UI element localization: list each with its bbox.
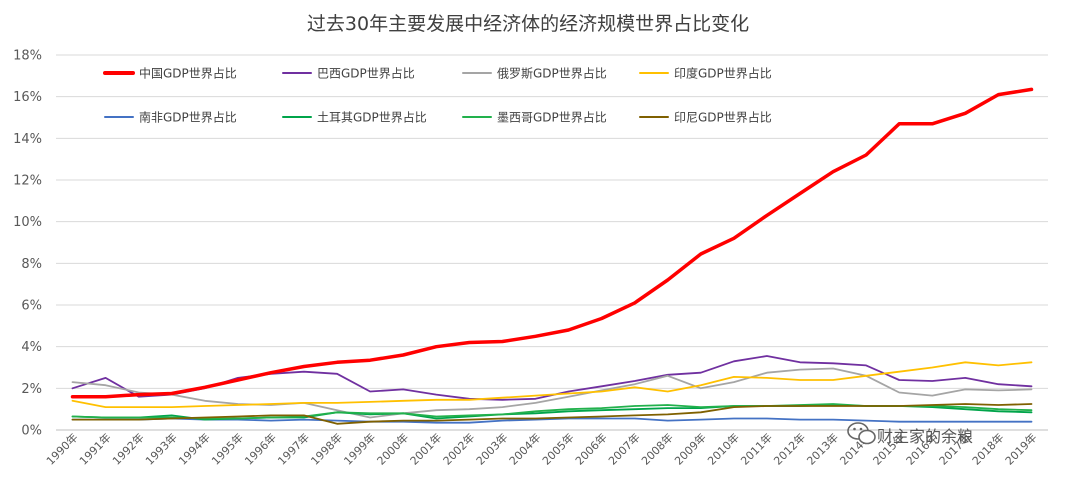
series-lines xyxy=(70,87,1034,425)
series-line xyxy=(71,355,1033,401)
series-line xyxy=(71,417,1033,424)
y-tick-label: 12% xyxy=(13,174,42,189)
x-tick-label: 2007年 xyxy=(605,430,642,467)
y-tick-label: 18% xyxy=(13,49,42,64)
x-tick-label: 1996年 xyxy=(242,430,279,467)
x-tick-label: 2005年 xyxy=(539,430,576,467)
legend-label: 印度GDP世界占比 xyxy=(674,66,772,81)
chart-title: 过去30年主要发展中经济体的经济规模世界占比变化 xyxy=(307,13,749,35)
x-tick-label: 1992年 xyxy=(109,430,146,467)
y-tick-label: 14% xyxy=(13,132,42,147)
x-tick-label: 1993年 xyxy=(142,430,179,467)
x-tick-label: 2008年 xyxy=(638,430,675,467)
legend-label: 南非GDP世界占比 xyxy=(139,110,237,125)
x-tick-label: 1997年 xyxy=(275,430,312,467)
y-tick-label: 10% xyxy=(13,215,42,230)
series-line xyxy=(70,87,1034,399)
wechat-icon xyxy=(847,422,876,445)
series-line xyxy=(71,367,1033,419)
y-tick-label: 0% xyxy=(21,424,42,439)
series-line xyxy=(71,403,1033,425)
legend-label: 俄罗斯GDP世界占比 xyxy=(497,66,607,81)
legend-label: 墨西哥GDP世界占比 xyxy=(497,110,607,125)
y-axis-ticks: 0% 2% 4% 6% 8% 10% 12% 14% 16% 18% xyxy=(13,49,42,439)
y-tick-label: 8% xyxy=(21,257,42,272)
x-tick-label: 2019年 xyxy=(1002,430,1039,467)
x-tick-label: 1990年 xyxy=(43,430,80,467)
legend-label: 土耳其GDP世界占比 xyxy=(317,110,427,125)
legend-label: 中国GDP世界占比 xyxy=(139,66,237,81)
series-line xyxy=(71,361,1033,409)
y-tick-label: 6% xyxy=(21,299,42,314)
x-tick-label: 1998年 xyxy=(308,430,345,467)
legend: 中国GDP世界占比 巴西GDP世界占比 俄罗斯GDP世界占比 印度GDP世界占比南非G… xyxy=(103,66,772,125)
x-tick-label: 2018年 xyxy=(969,430,1006,467)
x-tick-label: 2009年 xyxy=(671,430,708,467)
x-tick-label: 2013年 xyxy=(804,430,841,467)
legend-label: 巴西GDP世界占比 xyxy=(317,66,415,81)
x-tick-label: 1991年 xyxy=(76,430,113,467)
x-tick-label: 2010年 xyxy=(705,430,742,467)
watermark: 财主家的余粮 xyxy=(847,422,973,446)
x-tick-label: 2003年 xyxy=(473,430,510,467)
x-tick-label: 2004年 xyxy=(506,430,543,467)
x-tick-label: 1994年 xyxy=(175,430,212,467)
x-tick-label: 1995年 xyxy=(209,430,246,467)
watermark-text: 财主家的余粮 xyxy=(877,427,973,446)
gridlines xyxy=(56,54,1048,431)
x-tick-label: 2001年 xyxy=(407,430,444,467)
y-tick-label: 4% xyxy=(21,340,42,355)
x-tick-label: 2012年 xyxy=(771,430,808,467)
x-tick-label: 2002年 xyxy=(440,430,477,467)
x-tick-label: 2000年 xyxy=(374,430,411,467)
x-tick-label: 2006年 xyxy=(572,430,609,467)
legend-label: 印尼GDP世界占比 xyxy=(674,110,772,125)
y-tick-label: 16% xyxy=(13,90,42,105)
x-tick-label: 2011年 xyxy=(738,430,775,467)
y-tick-label: 2% xyxy=(21,382,42,397)
x-tick-label: 1999年 xyxy=(341,430,378,467)
